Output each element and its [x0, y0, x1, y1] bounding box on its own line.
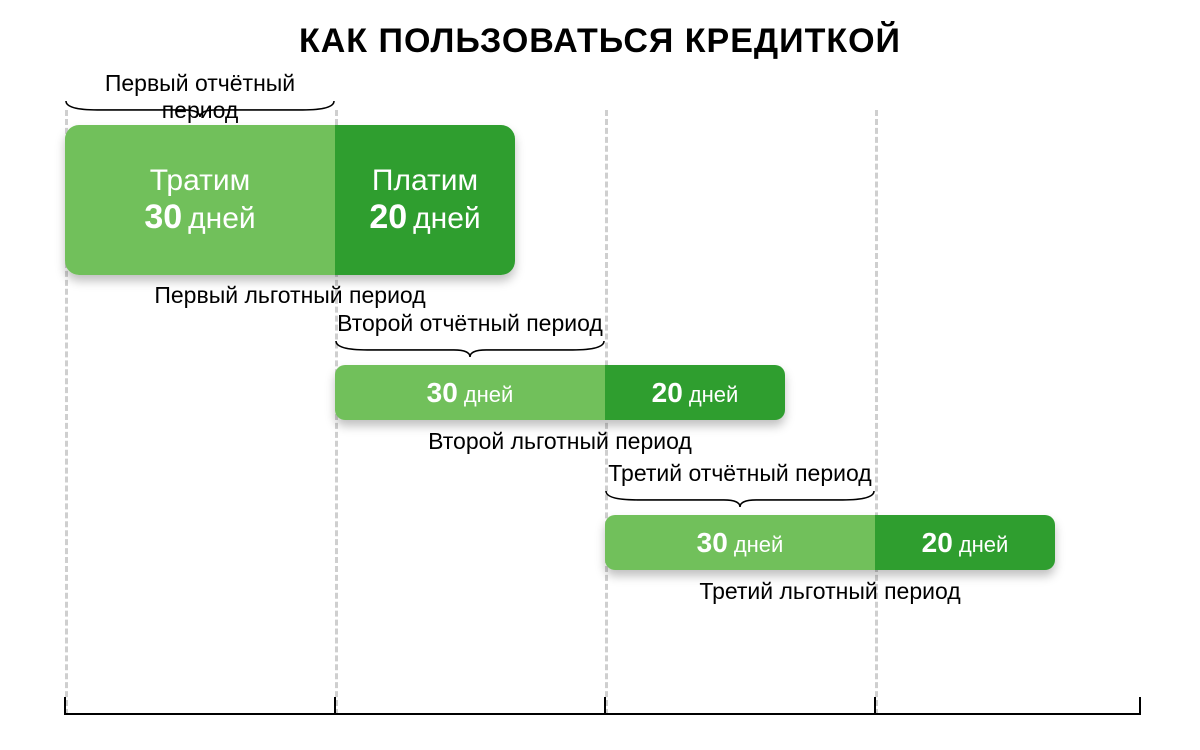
period1-pay-unit: дней	[413, 202, 481, 236]
period1-spend-title: Тратим	[150, 164, 250, 198]
period3-spend-unit: дней	[734, 532, 784, 558]
period2-pay-unit: дней	[689, 382, 739, 408]
period2-spend-segment: 30 дней	[335, 365, 605, 420]
period1-brace	[65, 100, 335, 118]
period1-spend-num: 30	[144, 198, 182, 237]
period2-bottom-label: Второй льготный период	[335, 428, 785, 455]
period3-pay-segment: 20 дней	[875, 515, 1055, 570]
axis-tick-1	[334, 697, 336, 715]
period1-pay-title: Платим	[372, 164, 478, 198]
period3-bottom-label: Третий льготный период	[605, 578, 1055, 605]
period1-bar: Тратим 30 дней Платим 20 дней	[65, 125, 515, 275]
period2-bar: 30 дней 20 дней	[335, 365, 785, 420]
period2-brace	[335, 340, 605, 358]
period3-pay-unit: дней	[959, 532, 1009, 558]
axis-tick-2	[604, 697, 606, 715]
axis-tick-0	[64, 697, 66, 715]
diagram-stage: Первый отчётный период Тратим 30 дней Пл…	[65, 80, 1140, 720]
axis-line	[65, 713, 1140, 715]
period2-top-label: Второй отчётный период	[335, 310, 605, 337]
period3-bar: 30 дней 20 дней	[605, 515, 1055, 570]
period1-pay-num: 20	[369, 198, 407, 237]
guide-line-3	[875, 110, 878, 715]
period3-spend-segment: 30 дней	[605, 515, 875, 570]
page-title: КАК ПОЛЬЗОВАТЬСЯ КРЕДИТКОЙ	[0, 0, 1200, 61]
axis-tick-4	[1139, 697, 1141, 715]
period2-spend-unit: дней	[464, 382, 514, 408]
period3-top-label: Третий отчётный период	[605, 460, 875, 487]
period3-spend-num: 30	[697, 527, 728, 559]
period1-pay-segment: Платим 20 дней	[335, 125, 515, 275]
period3-brace	[605, 490, 875, 508]
period2-pay-segment: 20 дней	[605, 365, 785, 420]
period3-pay-num: 20	[922, 527, 953, 559]
time-axis	[65, 697, 1140, 715]
axis-tick-3	[874, 697, 876, 715]
period1-spend-segment: Тратим 30 дней	[65, 125, 335, 275]
period2-spend-num: 30	[427, 377, 458, 409]
period1-spend-unit: дней	[188, 202, 256, 236]
period2-pay-num: 20	[652, 377, 683, 409]
period1-bottom-label: Первый льготный период	[65, 282, 515, 309]
